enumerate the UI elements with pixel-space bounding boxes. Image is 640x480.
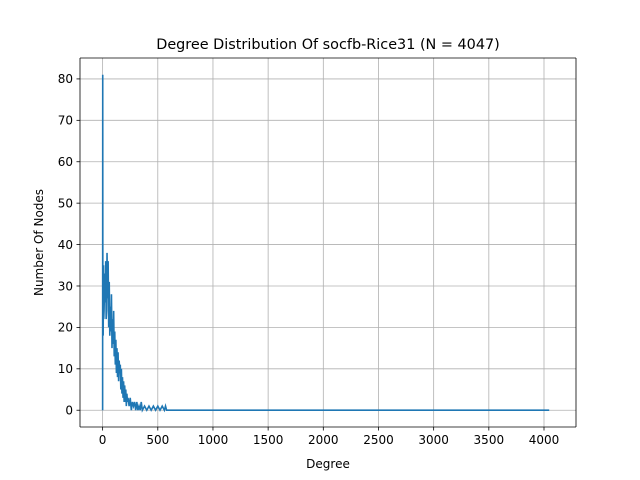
- series-line: [101, 74, 550, 413]
- y-axis-label: Number Of Nodes: [32, 189, 46, 296]
- x-tick-label: 1500: [253, 433, 284, 447]
- y-tick-label: 0: [65, 404, 73, 418]
- x-tick-label: 0: [99, 433, 107, 447]
- y-axis-ticks: 0 10 20 30 40 50 60 70 80: [58, 72, 80, 418]
- y-tick-label: 60: [58, 155, 73, 169]
- x-axis-label: Degree: [306, 457, 350, 471]
- x-tick-label: 2000: [308, 433, 339, 447]
- axes-spines: [79, 57, 577, 428]
- series-layer: [101, 74, 550, 413]
- chart-title: Degree Distribution Of socfb-Rice31 (N =…: [156, 37, 500, 53]
- y-tick-label: 10: [58, 362, 73, 376]
- y-tick-label: 20: [58, 321, 73, 335]
- x-tick-label: 1000: [198, 433, 229, 447]
- y-tick-label: 80: [58, 72, 73, 86]
- x-tick-label: 500: [146, 433, 169, 447]
- y-tick-label: 50: [58, 196, 73, 210]
- y-tick-label: 40: [58, 238, 73, 252]
- x-tick-label: 4000: [529, 433, 560, 447]
- x-tick-label: 3000: [418, 433, 449, 447]
- x-tick-label: 2500: [363, 433, 394, 447]
- plot-area-background: [80, 58, 576, 427]
- x-tick-label: 3500: [474, 433, 505, 447]
- y-tick-label: 30: [58, 279, 73, 293]
- y-tick-label: 70: [58, 114, 73, 128]
- x-axis-ticks: 0 500 1000 1500 2000 2500 3000 3500 4000: [99, 427, 559, 447]
